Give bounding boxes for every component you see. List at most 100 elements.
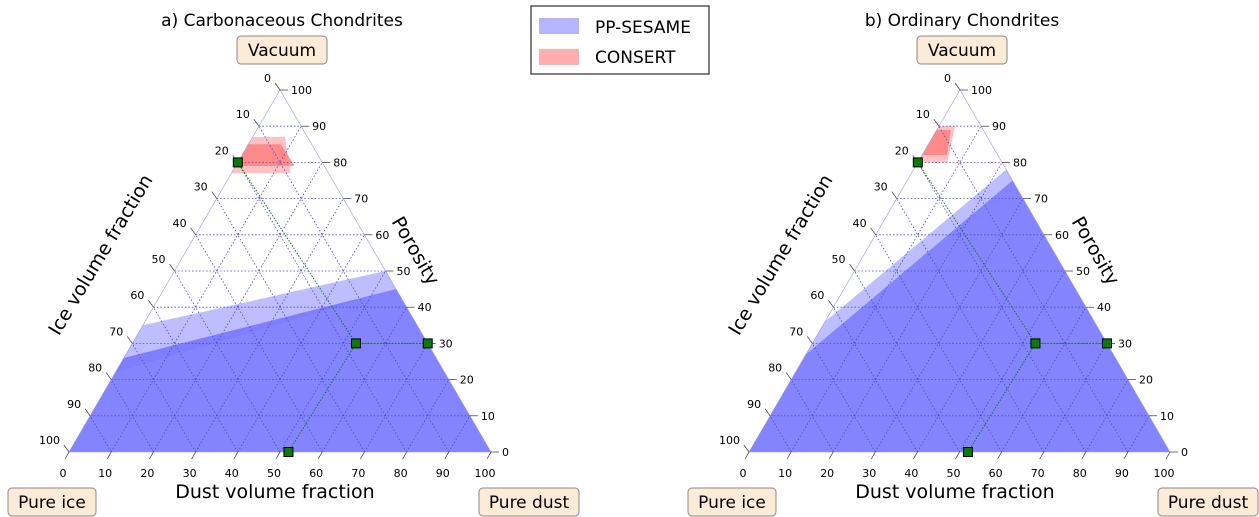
tick-label-dust: 30 [862, 467, 876, 480]
tick-mark-ice [870, 227, 876, 236]
tick-label-ice: 80 [768, 362, 782, 375]
data-point-marker [962, 447, 973, 457]
tick-label-porosity: 20 [460, 374, 474, 387]
region-pp-sesame-dark [749, 180, 1170, 452]
tick-label-dust: 0 [60, 467, 67, 480]
data-point-marker [283, 447, 294, 457]
data-point-marker [1030, 338, 1041, 349]
tick-mark-ice [211, 191, 217, 199]
tick-mark-ice [849, 263, 855, 272]
tick-mark-ice [253, 118, 260, 127]
tick-label-dust: 20 [140, 467, 154, 480]
tick-mark-dust [828, 451, 834, 460]
tick-label-dust: 90 [436, 467, 450, 480]
corner-label-text: Pure ice [698, 493, 766, 513]
tick-mark-dust [486, 451, 492, 460]
tick-label-porosity: 90 [992, 120, 1006, 133]
tick-label-ice: 60 [810, 289, 824, 302]
data-point-marker [350, 338, 361, 349]
corner-label-vacuum: Vacuum [236, 35, 328, 65]
legend-swatch-pp-sesame [539, 18, 579, 34]
tick-mark-ice [274, 82, 281, 91]
corner-label-vacuum: Vacuum [916, 35, 1008, 65]
tick-label-porosity: 60 [375, 229, 389, 242]
data-point-marker [422, 338, 433, 349]
tick-mark-dust [1165, 451, 1171, 460]
corner-label-text: Pure ice [18, 493, 86, 513]
porosity-axis-label: Porosity [387, 213, 444, 289]
corner-label-text: Pure dust [489, 493, 570, 513]
tick-label-dust: 50 [947, 467, 961, 480]
tick-label-porosity: 70 [354, 193, 368, 206]
corner-box [7, 487, 97, 517]
tick-label-ice: 100 [719, 434, 740, 447]
tick-mark-dust [786, 451, 792, 460]
corner-box [1157, 487, 1259, 517]
tick-label-ice: 100 [39, 434, 60, 447]
tick-mark-ice [933, 118, 940, 127]
tick-label-porosity: 10 [1160, 410, 1174, 423]
x-axis-label: Dust volume fraction [855, 481, 1054, 503]
tick-label-dust: 100 [475, 467, 496, 480]
tick-label-dust: 60 [309, 467, 323, 480]
point-link [967, 343, 1036, 453]
corner-label-text: Pure dust [1168, 493, 1249, 513]
tick-label-dust: 70 [351, 467, 365, 480]
tick-mark-ice [828, 299, 834, 308]
tick-mark-dust [191, 451, 196, 460]
corner-label-text: Vacuum [928, 41, 996, 61]
tick-label-porosity: 60 [1055, 229, 1069, 242]
tick-mark-ice [63, 444, 70, 453]
tick-mark-dust [149, 451, 154, 460]
tick-label-ice: 60 [130, 289, 144, 302]
data-points [912, 157, 1112, 457]
tick-label-ice: 80 [88, 362, 102, 375]
ternary-panel-ordinary: b) Ordinary Chondrites Vacuum Pure ice P… [687, 11, 1259, 517]
panel-title: a) Carbonaceous Chondrites [161, 11, 403, 31]
tick-mark-ice [891, 191, 897, 199]
tick-mark-dust [317, 451, 323, 460]
ternary-plot: 0 0 0 10 10 10 20 20 20 30 30 30 40 40 40 50 50 50 60 60 60 7… [719, 72, 1188, 480]
tick-label-dust: 80 [1073, 467, 1087, 480]
tick-label-ice: 40 [853, 217, 867, 230]
tick-mark-ice [105, 372, 112, 380]
data-point-marker [232, 157, 243, 168]
tick-mark-ice [127, 336, 133, 344]
corner-label-pure-dust: Pure dust [478, 487, 580, 517]
region-pp-sesame-light [115, 271, 397, 373]
tick-mark-dust [402, 451, 407, 460]
region-pp-sesame-dark [69, 289, 491, 452]
tick-label-porosity: 70 [1034, 193, 1048, 206]
ternary-plot: 0 0 0 10 10 10 20 20 20 30 30 30 40 40 40 50 50 50 60 60 60 7… [39, 72, 509, 480]
tick-mark-dust [106, 451, 112, 460]
tick-label-ice: 30 [194, 181, 208, 194]
tick-mark-ice [190, 227, 196, 236]
legend: PP-SESAME CONSERT [530, 5, 710, 75]
tick-label-porosity: 30 [439, 337, 453, 350]
legend-label-pp-sesame: PP-SESAME [595, 18, 691, 38]
tick-label-ice: 90 [67, 398, 81, 411]
tick-label-porosity: 30 [1118, 337, 1132, 350]
tick-label-dust: 40 [225, 467, 239, 480]
tick-mark-dust [360, 451, 365, 460]
tick-label-ice: 50 [152, 253, 166, 266]
tick-label-dust: 90 [1115, 467, 1129, 480]
point-links [237, 162, 428, 453]
tick-label-ice: 0 [264, 72, 271, 85]
tick-label-ice: 40 [173, 217, 187, 230]
legend-label-consert: CONSERT [595, 48, 676, 68]
tick-mark-dust [1081, 451, 1087, 460]
tick-label-porosity: 10 [481, 410, 495, 423]
tick-mark-ice [84, 408, 91, 417]
tick-mark-dust [913, 451, 918, 460]
tick-label-ice: 30 [874, 181, 888, 194]
tick-label-ice: 20 [215, 144, 229, 157]
region-pp-sesame-light [805, 169, 1013, 355]
tick-label-porosity: 80 [1013, 156, 1027, 169]
point-link [288, 343, 357, 453]
tick-label-ice: 10 [916, 108, 930, 121]
tick-mark-dust [1039, 451, 1045, 460]
tick-label-dust: 100 [1154, 467, 1175, 480]
tick-label-dust: 60 [989, 467, 1003, 480]
tick-label-porosity: 50 [397, 265, 411, 278]
